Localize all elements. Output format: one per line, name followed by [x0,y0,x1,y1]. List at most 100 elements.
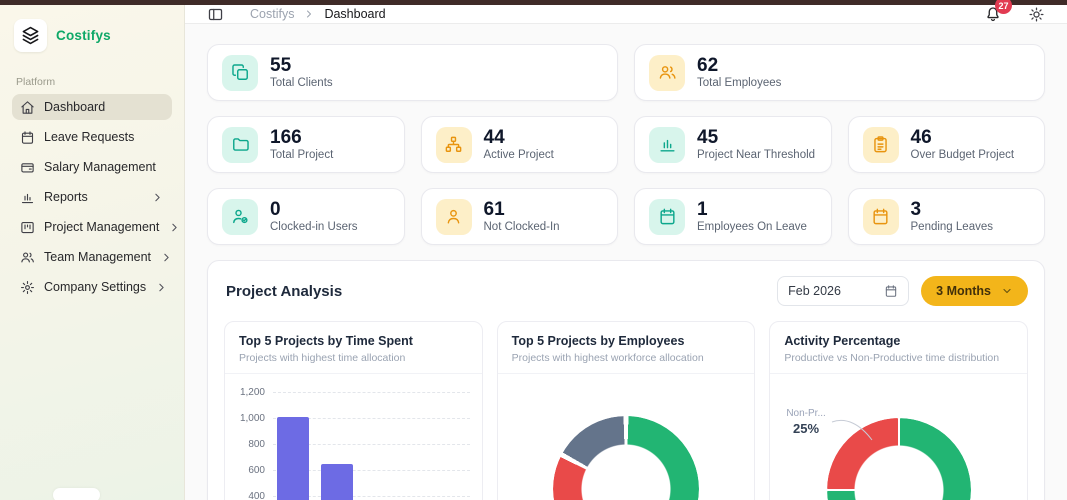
panel-left-icon[interactable] [207,6,224,23]
bar[interactable] [321,463,353,500]
chevron-down-icon [1001,285,1013,297]
brand[interactable]: Costifys [12,15,172,66]
stat-card-project-near-threshold[interactable]: 45 Project Near Threshold [634,116,832,173]
breadcrumb-current: Dashboard [324,7,386,21]
chevron-right-icon [151,191,164,204]
range-select-label: 3 Months [936,284,991,298]
user-check-icon [222,198,258,235]
stat-card-employees-on-leave[interactable]: 1 Employees On Leave [634,188,832,245]
project-analysis-panel: Project Analysis Feb 2026 3 Months Top 5… [207,260,1045,500]
calendar-icon [649,198,685,235]
chart-icon [20,190,35,205]
stat-card-over-budget-project[interactable]: 46 Over Budget Project [847,116,1045,173]
chart-title: Activity Percentage [784,334,901,348]
sidebar-item-company-settings[interactable]: Company Settings [12,274,172,300]
sun-icon[interactable] [1028,6,1045,23]
stat-value: 45 [697,126,719,148]
copy-icon [222,54,258,91]
y-axis-tick: 600 [248,465,265,476]
donut-callout: Non-Pr... 25% [786,408,825,436]
donut-chart[interactable] [552,416,699,500]
stat-label: Over Budget Project [910,149,1015,162]
chart-subtitle: Projects with highest time allocation [239,352,406,364]
dashboard-page: 55 Total Clients 62 Total Employees 166 Total… [185,24,1067,500]
sidebar-item-label: Project Management [44,220,160,234]
stat-rows: 55 Total Clients 62 Total Employees 166 Total… [207,44,1045,245]
stat-value: 3 [910,198,922,220]
chevron-right-icon [155,281,168,294]
stat-card-not-clocked-in[interactable]: 61 Not Clocked-In [420,188,618,245]
stat-card-active-project[interactable]: 44 Active Project [420,116,618,173]
stat-label: Total Clients [270,77,333,90]
stat-label: Total Employees [697,77,782,90]
brand-name: Costifys [56,28,111,43]
stat-card-total-project[interactable]: 166 Total Project [207,116,405,173]
chart-card-top-5-projects-by-employees: Top 5 Projects by Employees Projects with… [496,321,756,500]
sidebar-item-label: Reports [44,190,88,204]
sidebar-item-label: Salary Management [44,160,156,174]
bell-icon [984,5,1002,23]
user-icon [435,198,472,235]
stat-value: 61 [483,198,505,220]
range-select-button[interactable]: 3 Months [921,276,1028,306]
stat-row: 0 Clocked-in Users 61 Not Clocked-In 1 Employ… [207,188,1045,245]
stat-card-pending-leaves[interactable]: 3 Pending Leaves [847,188,1045,245]
stat-label: Pending Leaves [910,221,993,234]
chart-title: Top 5 Projects by Employees [511,334,685,348]
sidebar: Costifys Platform Dashboard Leave Request… [0,5,185,500]
chart-subtitle: Productive vs Non-Productive time distri… [784,352,1000,364]
sidebar-item-team-management[interactable]: Team Management [12,244,172,270]
calendar-icon [20,130,35,145]
breadcrumb-root[interactable]: Costifys [250,7,295,21]
kanban-icon [20,220,35,235]
sidebar-item-label: Leave Requests [44,130,135,144]
gear-icon [20,280,35,295]
top-header: Costifys Dashboard 27 [185,0,1067,24]
stat-card-total-employees[interactable]: 62 Total Employees [634,44,1045,101]
stat-card-clocked-in-users[interactable]: 0 Clocked-in Users [207,188,405,245]
y-axis-tick: 400 [248,491,265,500]
sidebar-item-dashboard[interactable]: Dashboard [12,94,172,120]
stat-label: Employees On Leave [697,221,807,234]
stat-value: 1 [697,198,708,220]
sidebar-item-salary-management[interactable]: Salary Management [12,154,172,180]
notifications-button[interactable]: 27 [984,0,1012,23]
sidebar-item-label: Company Settings [44,280,147,294]
gridline [273,496,470,497]
y-axis-tick: 1,200 [239,387,265,398]
stat-label: Active Project [483,149,554,162]
chevron-right-icon [160,251,173,264]
panel-title: Project Analysis [226,282,343,300]
sidebar-item-project-management[interactable]: Project Management [12,214,178,240]
sidebar-item-leave-requests[interactable]: Leave Requests [12,124,172,150]
month-picker[interactable]: Feb 2026 [777,276,910,306]
stat-value: 62 [697,54,719,76]
stat-card-total-clients[interactable]: 55 Total Clients [207,44,618,101]
sidebar-item-label: Team Management [44,250,152,264]
chart-title: Top 5 Projects by Time Spent [239,334,413,348]
network-icon [435,126,472,163]
stat-label: Not Clocked-In [483,221,560,234]
bar[interactable] [277,416,309,500]
clipboard-icon [862,126,899,163]
stat-value: 166 [270,126,302,148]
chart-card-activity-percentage: Activity Percentage Productive vs Non-Pro… [769,321,1028,500]
callout-value: 25% [793,421,820,436]
users-icon [649,54,685,91]
sidebar-item-reports[interactable]: Reports [12,184,172,210]
sidebar-footer-card[interactable] [53,488,100,500]
users-icon [20,250,35,265]
chevron-right-icon [303,8,315,20]
stat-label: Project Near Threshold [697,149,816,162]
folder-icon [222,126,258,163]
stat-value: 46 [910,126,932,148]
charts-grid: Top 5 Projects by Time Spent Projects wit… [224,321,1028,500]
notification-badge: 27 [995,0,1012,14]
chart-subtitle: Projects with highest workforce allocati… [511,352,704,364]
y-axis-tick: 1,000 [239,413,265,424]
chevron-right-icon [168,221,181,234]
window-accent-strip [0,0,1067,5]
gridline [273,470,470,471]
callout-leader-line [832,419,873,441]
